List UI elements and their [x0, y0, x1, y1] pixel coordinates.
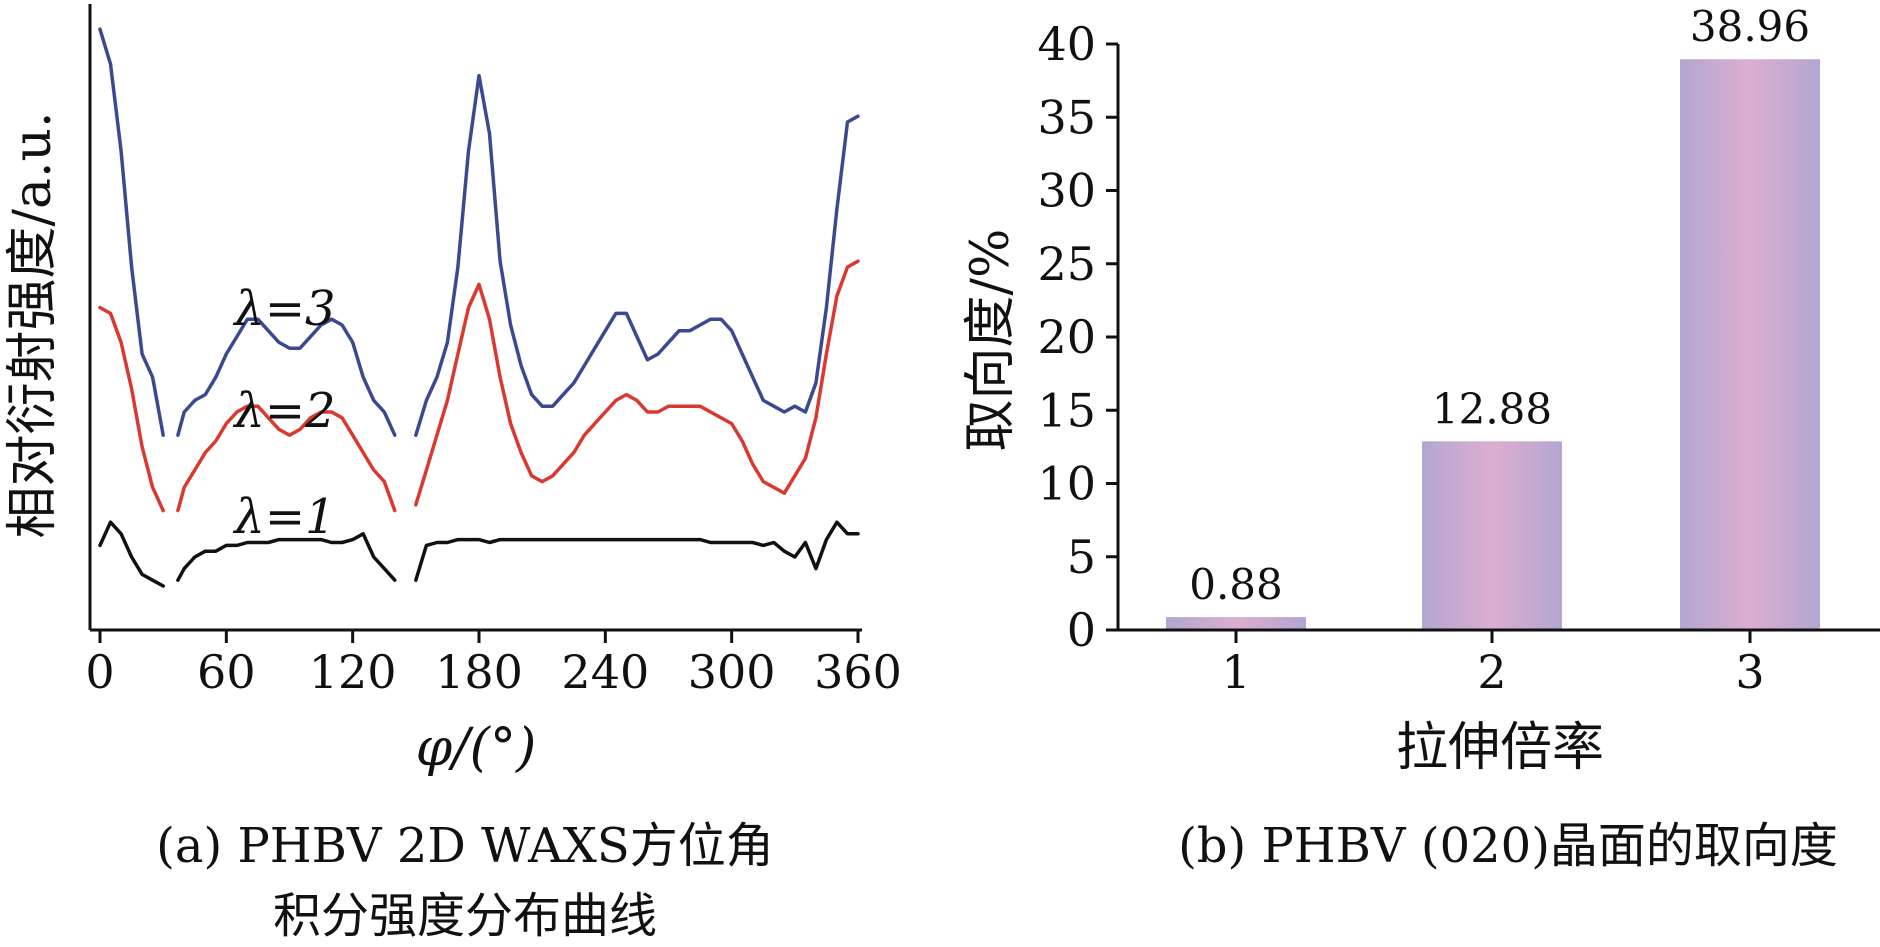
line-chart-x-ticks: 0 60 120 180 240 300 360 [85, 630, 902, 699]
bar-chart-y-axis-title: 取向度/% [961, 229, 1021, 452]
bar-chart-x-ticks: 1 2 3 [1221, 630, 1765, 699]
x-tick-label: 240 [561, 645, 649, 699]
x-tick-label: 0 [85, 645, 114, 699]
bar-chart-panel: 0.88 12.88 38.96 0 5 10 15 20 25 30 35 40 1 2 3 拉伸倍率… [961, 2, 1880, 874]
y-tick-label: 5 [1067, 530, 1096, 584]
series-3-segment-3 [414, 520, 860, 582]
series-label-lambda-3: λ=3 [232, 281, 335, 337]
series-label-lambda-2: λ=2 [232, 383, 335, 439]
bar-chart-caption: (b) PHBV (020)晶面的取向度 [1178, 818, 1838, 874]
series-label-lambda-1: λ=1 [232, 489, 335, 545]
series-1-segment-1 [98, 27, 165, 437]
bar-value-label: 12.88 [1432, 384, 1552, 433]
x-tick-label: 1 [1221, 645, 1250, 699]
bar-chart-x-axis-title: 拉伸倍率 [1396, 718, 1604, 778]
x-tick-label: 360 [814, 645, 902, 699]
bar-chart-y-ticks: 0 5 10 15 20 25 30 35 40 [1037, 17, 1118, 657]
bar-group: 0.88 12.88 38.96 [1166, 2, 1820, 630]
x-tick-label: 300 [688, 645, 776, 699]
x-tick-label: 2 [1477, 645, 1506, 699]
line-chart-caption-line-2: 积分强度分布曲线 [273, 888, 657, 944]
bar-3 [1680, 59, 1820, 630]
y-tick-label: 15 [1037, 383, 1096, 437]
x-tick-label: 60 [197, 645, 256, 699]
bar-1 [1166, 617, 1306, 630]
x-tick-label: 3 [1735, 645, 1764, 699]
series-2-segment-1 [98, 305, 165, 513]
series-2-segment-2 [176, 404, 397, 513]
line-series-group [98, 27, 860, 588]
y-tick-label: 40 [1037, 17, 1096, 71]
bar-value-label: 0.88 [1189, 560, 1283, 609]
bar-2 [1422, 441, 1562, 630]
y-tick-label: 25 [1037, 237, 1096, 291]
x-tick-label: 120 [309, 645, 397, 699]
series-3-segment-1 [98, 520, 165, 588]
series-3-segment-2 [176, 532, 397, 582]
series-1-segment-3 [414, 73, 860, 437]
y-tick-label: 0 [1067, 603, 1096, 657]
line-chart-y-axis-title: 相对衍射强度/a.u. [3, 111, 63, 538]
y-tick-label: 20 [1037, 310, 1096, 364]
line-chart-x-axis-title: φ/(°) [416, 718, 537, 778]
bar-value-label: 38.96 [1690, 2, 1810, 51]
y-tick-label: 35 [1037, 90, 1096, 144]
y-tick-label: 30 [1037, 164, 1096, 218]
line-chart-caption-line-1: (a) PHBV 2D WAXS方位角 [156, 818, 774, 874]
y-tick-label: 10 [1037, 457, 1096, 511]
line-chart-panel: 0 60 120 180 240 300 360 φ/(°) 相对衍射强度/a.u. λ=3… [3, 4, 902, 944]
x-tick-label: 180 [435, 645, 523, 699]
series-2-segment-3 [414, 259, 860, 507]
series-1-segment-2 [176, 317, 397, 437]
